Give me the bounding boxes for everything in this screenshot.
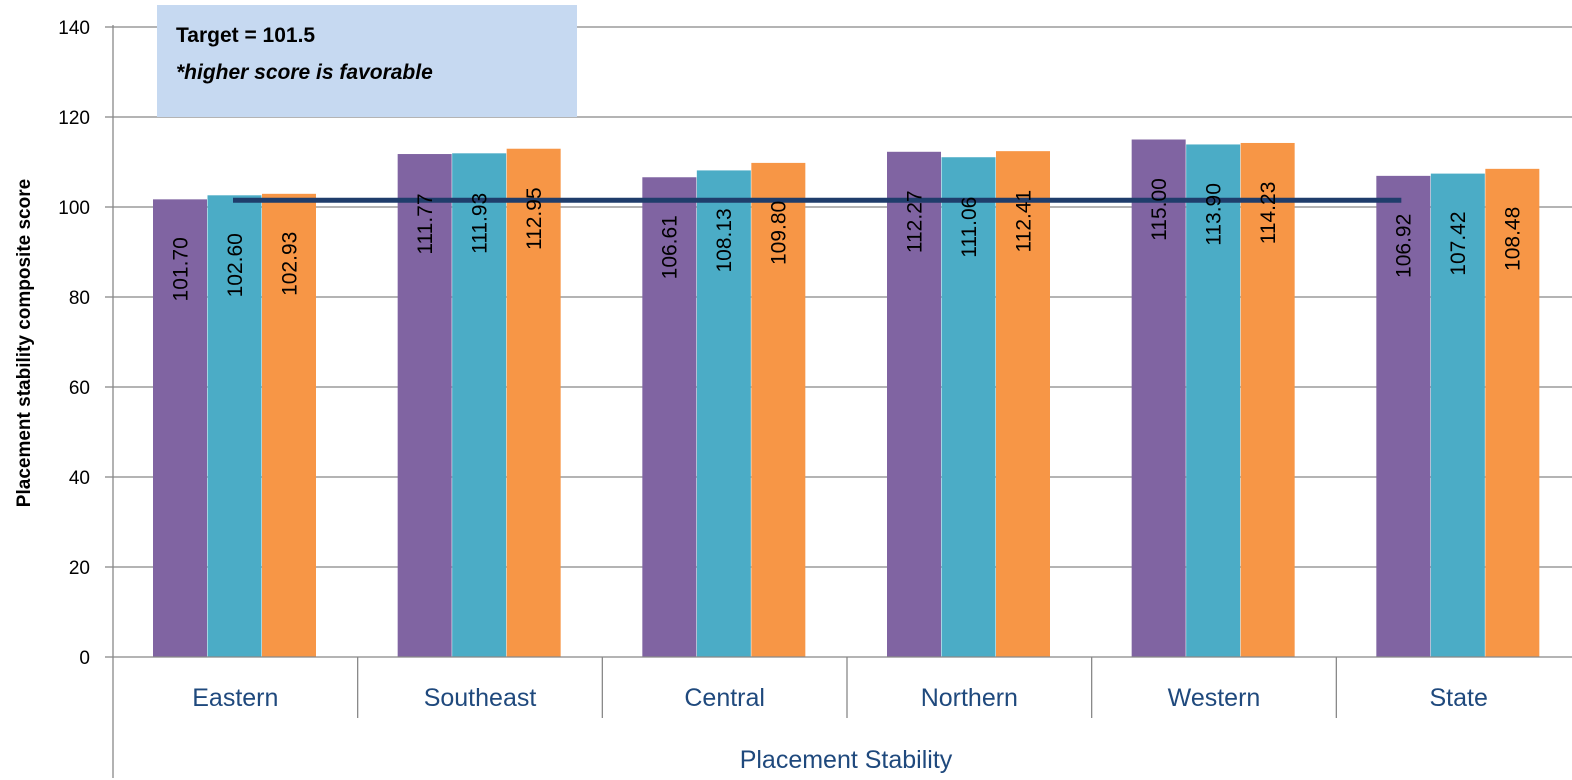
data-label: 115.00 [1148, 178, 1171, 241]
x-axis-title: Placement Stability [740, 746, 953, 774]
data-label: 112.95 [523, 187, 546, 250]
y-tick-label: 100 [58, 198, 90, 219]
category-label: State [1429, 684, 1487, 712]
data-label: 101.70 [169, 237, 192, 301]
y-tick-label: 60 [69, 378, 90, 399]
data-label: 114.23 [1257, 182, 1280, 245]
y-axis-title: Placement stability composite score [14, 179, 35, 507]
category-labels: Eastern Southeast Central Northern Western St… [192, 684, 1488, 712]
bar [887, 151, 941, 657]
y-tick-label: 80 [69, 288, 90, 309]
bar [1240, 142, 1295, 658]
data-label: 108.48 [1502, 207, 1525, 271]
data-label: 106.61 [659, 215, 682, 279]
bars [153, 139, 1540, 658]
data-label: 112.27 [903, 190, 926, 253]
bar [506, 148, 561, 657]
y-tick-label: 140 [58, 18, 90, 39]
axes [105, 25, 1572, 778]
bar [642, 177, 697, 657]
bar [262, 193, 316, 657]
y-tick-label: 40 [69, 468, 90, 489]
bar [941, 157, 996, 658]
data-label: 108.13 [713, 208, 736, 272]
data-label: 111.93 [468, 193, 491, 254]
data-label: 109.80 [768, 201, 791, 265]
bar [153, 199, 207, 657]
y-tick-label: 20 [69, 558, 90, 579]
data-label: 111.77 [414, 193, 437, 254]
bar [397, 154, 452, 657]
target-note-subtitle: *higher score is favorable [176, 61, 433, 84]
bar [1131, 139, 1186, 657]
y-tick-label: 0 [79, 648, 90, 669]
data-labels: 101.70 102.60 102.93 111.77 111.93 112.95 106.… [169, 178, 1524, 301]
bar [207, 195, 262, 658]
bar [452, 153, 507, 657]
target-note-title: Target = 101.5 [176, 24, 315, 47]
category-label: Northern [921, 684, 1018, 712]
data-label: 107.42 [1447, 211, 1470, 275]
y-tick-labels: 0 20 40 60 80 100 120 140 [58, 18, 90, 669]
data-label: 106.92 [1393, 214, 1416, 278]
data-label: 111.06 [958, 197, 981, 258]
category-label: Western [1168, 684, 1261, 712]
category-label: Southeast [424, 684, 537, 712]
category-label: Central [684, 684, 765, 712]
bar [1376, 175, 1431, 658]
category-label: Eastern [192, 684, 278, 712]
bar [1430, 173, 1485, 658]
bar [1485, 168, 1540, 657]
bar [996, 151, 1050, 657]
bar [696, 170, 751, 658]
target-note: Target = 101.5 *higher score is favorabl… [157, 5, 577, 117]
bar [751, 162, 806, 657]
data-label: 112.41 [1012, 190, 1035, 253]
bar [1186, 144, 1241, 657]
target-note-box [157, 5, 577, 117]
data-label: 113.90 [1202, 183, 1225, 246]
y-tick-label: 120 [58, 108, 90, 129]
data-label: 102.60 [224, 233, 247, 297]
data-label: 102.93 [278, 232, 301, 296]
